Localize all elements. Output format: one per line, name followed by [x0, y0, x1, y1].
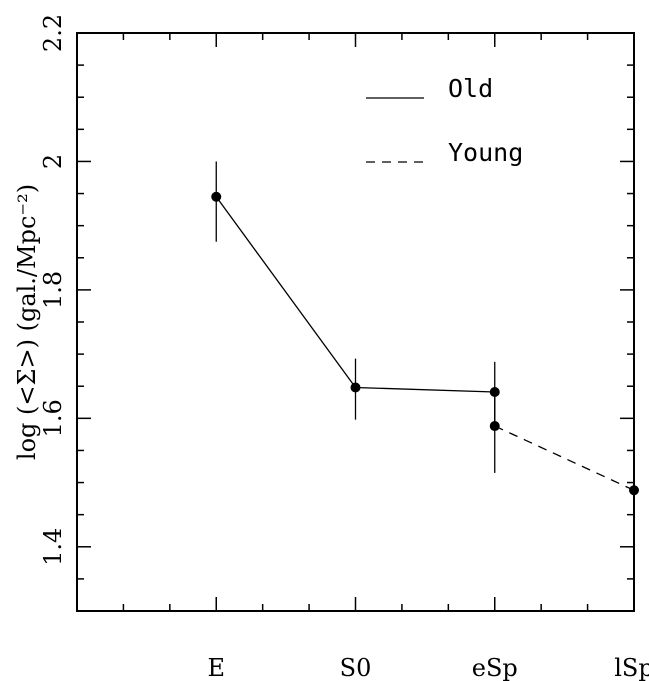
- series-line: [494, 425, 635, 491]
- x-tick-label: S0: [340, 654, 372, 681]
- data-point: [211, 191, 222, 202]
- y-tick-label: 1.8: [39, 271, 67, 309]
- x-tick-label: lSp: [614, 654, 649, 681]
- data-point: [629, 485, 639, 496]
- y-tick-label: 2.2: [39, 14, 67, 52]
- legend: Old Young: [366, 74, 523, 167]
- y-axis-title: log (<Σ>) (gal./Mpc⁻²): [13, 184, 41, 460]
- x-tick-label: E: [207, 654, 225, 681]
- data-point: [489, 387, 500, 398]
- y-tick-label: 1.6: [39, 399, 67, 437]
- x-tick-labels: E S0 eSp lSp: [207, 654, 649, 681]
- y-tick-labels: 1.4 1.6 1.8 2 2.2: [39, 14, 67, 566]
- series-layer: [211, 161, 639, 534]
- y-tick-label: 2: [39, 154, 67, 169]
- legend-label: Young: [448, 138, 523, 167]
- tick-marks: [77, 32, 634, 612]
- x-tick-label: eSp: [472, 654, 518, 681]
- data-point: [489, 421, 500, 432]
- data-point: [350, 382, 361, 393]
- legend-label: Old: [448, 74, 493, 103]
- y-tick-label: 1.4: [39, 528, 67, 566]
- plot-frame: [76, 32, 635, 612]
